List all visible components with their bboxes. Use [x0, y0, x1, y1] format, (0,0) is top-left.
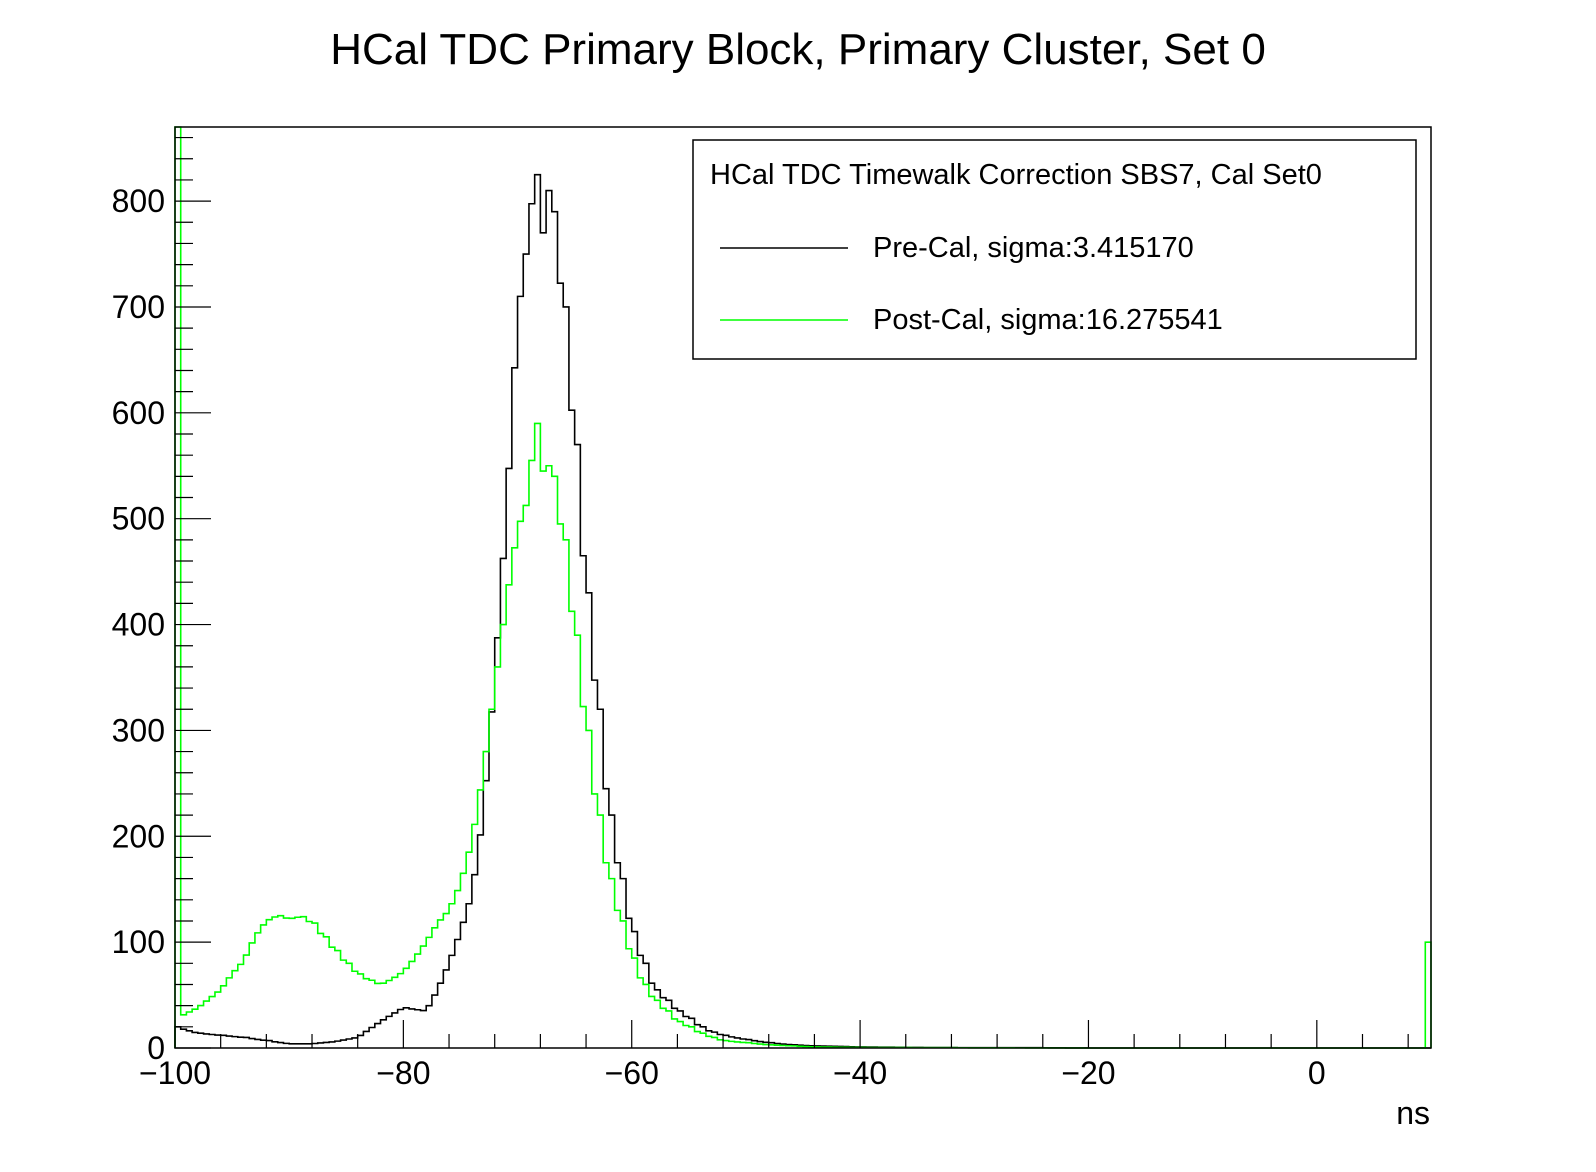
y-tick-label: 200: [112, 818, 165, 854]
legend-label-post-cal: Post-Cal, sigma:16.275541: [873, 304, 1223, 336]
y-tick-label: 600: [112, 395, 165, 431]
x-axis-label: ns: [1396, 1095, 1430, 1131]
x-tick-label: −40: [833, 1055, 887, 1091]
y-tick-label: 700: [112, 289, 165, 325]
y-tick-label: 0: [147, 1030, 165, 1066]
y-tick-label: 500: [112, 501, 165, 537]
legend-label-pre-cal: Pre-Cal, sigma:3.415170: [873, 232, 1194, 264]
x-tick-label: −60: [605, 1055, 659, 1091]
x-tick-label: 0: [1308, 1055, 1326, 1091]
x-axis: −100 −80 −60 −40 −20 0: [139, 1020, 1409, 1091]
x-tick-label: −100: [139, 1055, 211, 1091]
x-tick-label: −20: [1061, 1055, 1115, 1091]
legend: HCal TDC Timewalk Correction SBS7, Cal S…: [692, 139, 1417, 360]
y-axis: 0 100 200 300 400 500 600 700 800: [112, 136, 211, 1066]
legend-box: [692, 139, 1417, 360]
y-tick-label: 100: [112, 924, 165, 960]
chart-title: HCal TDC Primary Block, Primary Cluster,…: [330, 25, 1266, 74]
legend-header: HCal TDC Timewalk Correction SBS7, Cal S…: [710, 159, 1322, 191]
y-tick-label: 400: [112, 607, 165, 643]
y-tick-label: 300: [112, 712, 165, 748]
y-tick-label: 800: [112, 183, 165, 219]
plot-frame: [174, 126, 1432, 1049]
x-tick-label: −80: [376, 1055, 430, 1091]
